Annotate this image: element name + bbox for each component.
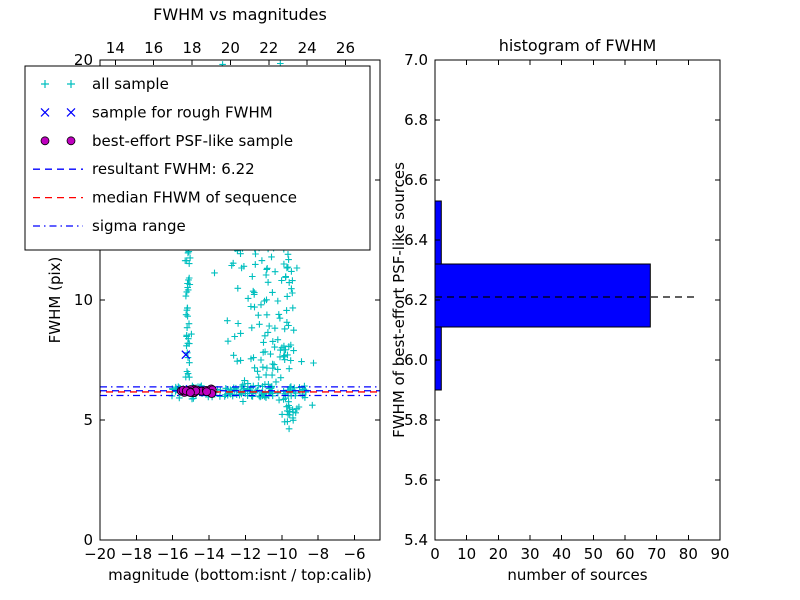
top-tick-label: 24 (298, 39, 317, 57)
legend-label: sample for rough FWHM (92, 103, 273, 121)
y-tick-label: 5.8 (404, 411, 428, 429)
legend-entry: all sample (41, 75, 169, 93)
left-plot-frame (99, 59, 381, 541)
x-tick-label: −6 (343, 545, 365, 563)
legend-label: best-effort PSF-like sample (92, 132, 293, 150)
psf-sample-point (185, 388, 195, 397)
x-tick-label: 50 (584, 545, 603, 563)
y-tick-label: 5.4 (404, 531, 428, 549)
y-tick-label: 20 (74, 51, 93, 69)
left-plot-xlabel: magnitude (bottom:isnt / top:calib) (108, 566, 372, 584)
x-tick-label: 80 (679, 545, 698, 563)
legend-entry: resultant FWHM: 6.22 (33, 160, 255, 178)
plus-marker-icon (67, 80, 75, 88)
histogram-bar (435, 200, 442, 265)
x-tick-label: −10 (266, 545, 298, 563)
y-tick-label: 7.0 (404, 51, 428, 69)
top-tick-label: 18 (183, 39, 202, 57)
x-marker-icon (40, 107, 50, 117)
left-plot-ylabel: FWHM (pix) (46, 256, 64, 344)
right-plot-ylabel: FWHM of best-effort PSF-like sources (390, 162, 408, 438)
x-tick-label: 40 (552, 545, 571, 563)
x-tick-label: −16 (157, 545, 189, 563)
y-tick-label: 6.2 (404, 291, 428, 309)
histogram-bar (435, 326, 442, 391)
top-tick-label: 26 (336, 39, 355, 57)
legend-box (24, 65, 371, 251)
y-tick-label: 6.4 (404, 231, 428, 249)
top-tick-label: 16 (144, 39, 163, 57)
x-tick-label: 60 (615, 545, 634, 563)
histogram-bar (435, 263, 651, 328)
x-tick-label: 30 (520, 545, 539, 563)
y-tick-label: 6.0 (404, 351, 428, 369)
x-tick-label: −18 (121, 545, 153, 563)
legend-label: all sample (92, 75, 169, 93)
y-tick-label: 5.6 (404, 471, 428, 489)
all-sample-cluster-low-tail (285, 401, 316, 433)
right-plot-data (435, 200, 695, 391)
circle-marker-icon (66, 136, 76, 146)
rough-fwhm-point (181, 350, 191, 360)
legend: all sample sample for rough FWHM best-effo… (24, 65, 371, 251)
legend-label: resultant FWHM: 6.22 (92, 160, 255, 178)
legend-entry: median FHWM of sequence (33, 189, 297, 207)
legend-label: sigma range (92, 217, 186, 235)
top-tick-label: 14 (106, 39, 125, 57)
y-tick-label: 5 (83, 411, 93, 429)
psf-sample-point (202, 387, 212, 397)
y-tick-label: 6.6 (404, 171, 428, 189)
x-tick-label: −14 (193, 545, 225, 563)
circle-marker-icon (40, 136, 50, 146)
y-tick-label: 6.8 (404, 111, 428, 129)
plus-marker-icon (41, 80, 49, 88)
x-tick-label: −12 (230, 545, 262, 563)
right-plot-title: histogram of FWHM (498, 36, 657, 55)
x-tick-label: 10 (457, 545, 476, 563)
top-tick-label: 20 (221, 39, 240, 57)
x-marker-icon (66, 107, 76, 117)
x-tick-label: 0 (430, 545, 440, 563)
legend-entry: sample for rough FWHM (40, 103, 273, 121)
right-plot-xlabel: number of sources (507, 566, 648, 584)
legend-entry: sigma range (33, 217, 186, 235)
x-tick-label: 90 (710, 545, 729, 563)
top-tick-label: 22 (259, 39, 278, 57)
x-tick-label: 70 (647, 545, 666, 563)
x-tick-label: −8 (307, 545, 329, 563)
x-tick-label: −20 (84, 545, 116, 563)
left-plot-title: FWHM vs magnitudes (153, 5, 327, 24)
x-tick-label: 20 (489, 545, 508, 563)
legend-label: median FHWM of sequence (92, 189, 297, 207)
y-tick-label: 0 (83, 531, 93, 549)
y-tick-label: 10 (74, 291, 93, 309)
right-plot-frame (434, 59, 721, 541)
legend-entry: best-effort PSF-like sample (40, 132, 293, 150)
